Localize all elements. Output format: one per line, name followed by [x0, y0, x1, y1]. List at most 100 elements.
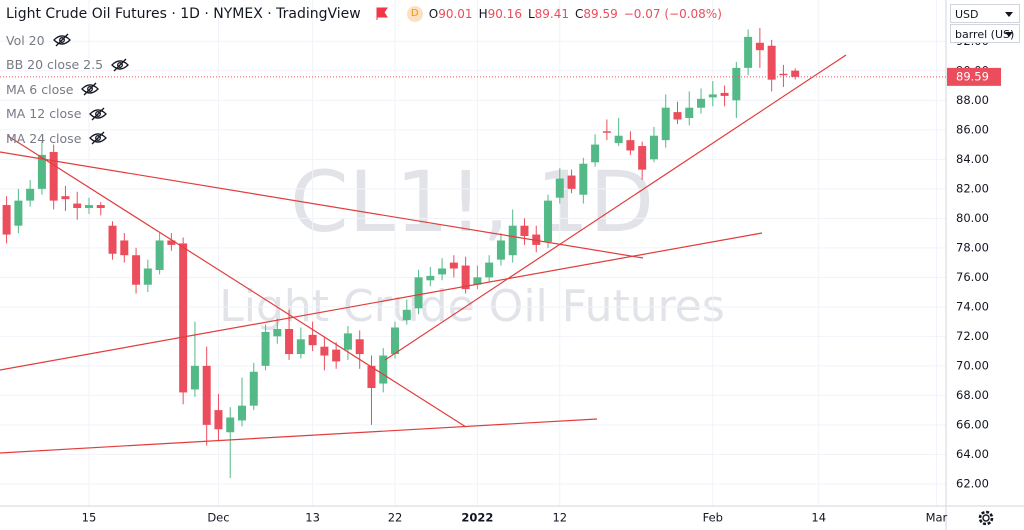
candle-body: [532, 234, 541, 245]
candle-body: [638, 146, 647, 170]
last-price-tag: [947, 67, 1001, 86]
candle-body: [791, 70, 800, 77]
ohlc-item: H90.16: [479, 7, 522, 21]
candle-body: [332, 349, 341, 362]
candle-body: [473, 277, 482, 285]
indicator[interactable]: MA 12 close: [6, 102, 129, 127]
ohlc-label: H: [478, 7, 488, 21]
candle-body: [155, 240, 164, 270]
x-tick-label: Feb: [703, 511, 723, 525]
symbol-title: Light Crude Oil Futures · 1D · NYMEX · T…: [6, 6, 361, 22]
trend-line: [7, 135, 467, 428]
x-tick-label: 14: [811, 511, 826, 525]
ohlc-label: C: [575, 7, 584, 21]
hidden-eye-icon[interactable]: [52, 33, 71, 47]
ohlc-label: L: [527, 7, 535, 21]
candle-body: [391, 327, 400, 355]
price-change: −0.07 (−0.08%): [623, 7, 722, 21]
grid: [0, 0, 946, 506]
x-tick-label: Dec: [207, 511, 229, 525]
candle-body: [685, 107, 694, 119]
candle-body: [402, 309, 411, 321]
y-tick-label: 66.00: [956, 417, 989, 431]
candle-body: [179, 243, 188, 393]
ohlc-label: O: [428, 7, 439, 21]
x-tick-label: 22: [388, 511, 403, 525]
candle-body: [108, 225, 117, 254]
y-tick-label: 78.00: [956, 240, 989, 254]
indicator[interactable]: BB 20 close 2.5: [6, 53, 129, 78]
hidden-eye-icon[interactable]: [81, 82, 100, 96]
candle-body: [26, 188, 35, 201]
x-tick-label: Mar: [926, 511, 948, 525]
y-tick-label: 74.00: [956, 299, 989, 313]
candle-body: [49, 151, 58, 201]
candle-body: [96, 205, 105, 209]
candle-body: [602, 131, 611, 133]
ohlc-value: 90.01: [438, 7, 473, 21]
hidden-eye-icon[interactable]: [111, 58, 129, 72]
watermark: CL1!, 1D Light Crude Oil Futures: [219, 153, 725, 332]
candle-body: [673, 112, 682, 120]
candle-body: [261, 331, 270, 366]
candle-body: [61, 196, 70, 200]
candle-body: [308, 334, 317, 346]
candle-body: [708, 94, 717, 98]
market-status: D: [406, 6, 423, 22]
candle-body: [285, 328, 294, 355]
ohlc-item: C89.59: [575, 7, 618, 21]
ohlc-item: O90.01: [429, 7, 473, 21]
candle-body: [249, 371, 258, 406]
flag-icon[interactable]: [375, 7, 389, 21]
time-axis: [0, 506, 946, 530]
candle-body: [120, 240, 129, 256]
unit-select[interactable]: barrel (US): [950, 24, 1020, 43]
candle-body: [37, 154, 46, 189]
ohlc-value: 89.41: [534, 7, 569, 21]
ohlc-values: O90.01 H90.16 L89.41 C89.59 −0.07 (−0.08%): [429, 7, 722, 21]
indicator[interactable]: MA 24 close: [6, 126, 129, 151]
y-tick-label: 72.00: [956, 329, 989, 343]
settings-gear[interactable]: [978, 510, 994, 526]
trend-lines: [0, 54, 847, 454]
trend-line: [0, 151, 644, 259]
hidden-eye-icon[interactable]: [89, 131, 108, 145]
candle-body: [508, 225, 517, 256]
y-tick-label: 62.00: [956, 476, 989, 490]
indicator-name: MA 6 close: [6, 81, 74, 97]
candle-body: [755, 42, 764, 51]
y-tick-label: 82.00: [956, 181, 989, 195]
candle-body: [744, 36, 753, 68]
candle-body: [697, 98, 706, 108]
candle-body: [167, 240, 176, 245]
candle-body: [379, 355, 388, 384]
candle-body: [132, 255, 141, 285]
indicator-list: Vol 20 BB 20 close 2.5 MA 6 close MA 12 clo…: [6, 28, 129, 151]
candle-body: [343, 333, 352, 350]
x-tick-label: 13: [305, 511, 320, 525]
ohlc-value: 89.59: [583, 7, 618, 21]
candle-body: [720, 92, 729, 96]
y-tick-label: 80.00: [956, 211, 989, 225]
trend-line: [384, 54, 847, 361]
ohlc-value: 90.16: [487, 7, 522, 21]
indicator[interactable]: Vol 20: [6, 28, 129, 53]
candle-body: [579, 163, 588, 195]
trend-line: [0, 232, 763, 371]
candle-body: [461, 265, 470, 290]
ohlc-item: L89.41: [528, 7, 569, 21]
axes: 62.00 64.00 66.00 68.00 70.00 72.00 74.00 76.00…: [82, 34, 989, 525]
candle-body: [649, 135, 658, 160]
candle-body: [555, 178, 564, 198]
candle-body: [767, 45, 776, 80]
x-tick-label: 12: [552, 511, 567, 525]
x-tick-label: 2022: [461, 511, 493, 525]
price-axis: [946, 0, 1024, 530]
currency-select[interactable]: USD: [950, 4, 1020, 23]
indicator-name: Vol 20: [6, 32, 45, 48]
hidden-eye-icon[interactable]: [89, 107, 108, 121]
y-tick-label: 84.00: [956, 152, 989, 166]
candle-body: [84, 205, 93, 209]
indicator[interactable]: MA 6 close: [6, 77, 129, 102]
